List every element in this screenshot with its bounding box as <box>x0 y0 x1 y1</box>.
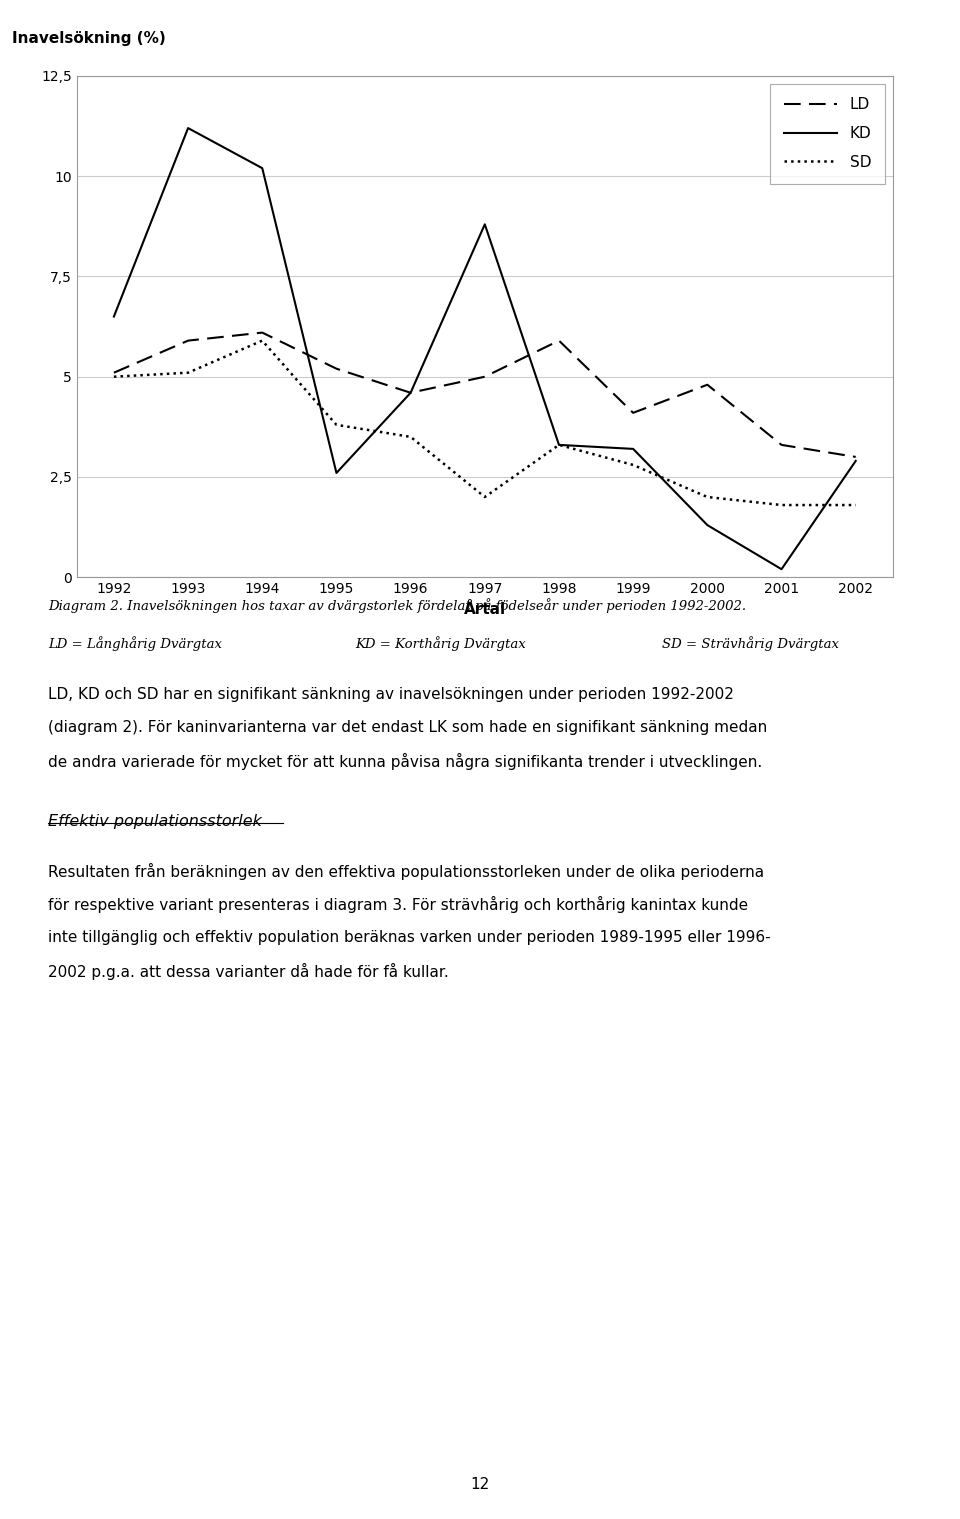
Text: KD = Korthårig Dvärgtax: KD = Korthårig Dvärgtax <box>355 636 526 652</box>
Legend: LD, KD, SD: LD, KD, SD <box>770 84 885 184</box>
Text: Resultaten från beräkningen av den effektiva populationsstorleken under de olika: Resultaten från beräkningen av den effek… <box>48 863 764 880</box>
Text: för respektive variant presenteras i diagram 3. För strävhårig och korthårig kan: för respektive variant presenteras i dia… <box>48 896 748 913</box>
Text: SD = Strävhårig Dvärgtax: SD = Strävhårig Dvärgtax <box>662 636 839 652</box>
Text: Inavelsökning (%): Inavelsökning (%) <box>12 30 165 46</box>
Text: de andra varierade för mycket för att kunna påvisa några signifikanta trender i : de andra varierade för mycket för att ku… <box>48 753 762 770</box>
Text: inte tillgänglig och effektiv population beräknas varken under perioden 1989-199: inte tillgänglig och effektiv population… <box>48 930 771 945</box>
Text: 2002 p.g.a. att dessa varianter då hade för få kullar.: 2002 p.g.a. att dessa varianter då hade … <box>48 963 448 980</box>
Text: LD, KD och SD har en signifikant sänkning av inavelsökningen under perioden 1992: LD, KD och SD har en signifikant sänknin… <box>48 687 733 702</box>
Text: (diagram 2). För kaninvarianterna var det endast LK som hade en signifikant sänk: (diagram 2). För kaninvarianterna var de… <box>48 720 767 735</box>
Text: LD = Långhårig Dvärgtax: LD = Långhårig Dvärgtax <box>48 636 222 652</box>
X-axis label: Årtal: Årtal <box>464 602 506 617</box>
Text: Effektiv populationsstorlek: Effektiv populationsstorlek <box>48 814 262 829</box>
Text: 12: 12 <box>470 1476 490 1492</box>
Text: Diagram 2. Inavelsökningen hos taxar av dvärgstorlek fördelat på födelseår under: Diagram 2. Inavelsökningen hos taxar av … <box>48 598 746 614</box>
